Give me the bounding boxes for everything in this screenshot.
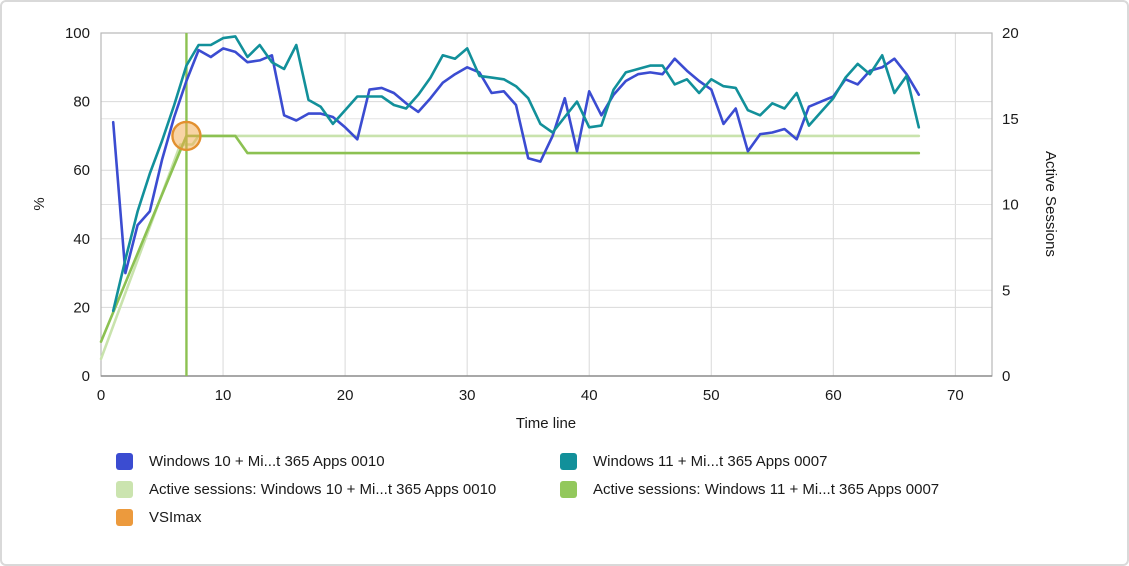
y-left-tick-label: 0	[82, 368, 90, 385]
legend-item[interactable]: Active sessions: Windows 11 + Mi...t 365…	[560, 481, 939, 498]
series-line-2	[99, 134, 921, 361]
y-right-tick-label: 15	[1002, 111, 1019, 128]
y-right-axis-title: Active Sessions	[1042, 151, 1059, 257]
plot-frame	[100, 32, 993, 377]
legend-item[interactable]: Windows 10 + Mi...t 365 Apps 0010	[116, 453, 496, 470]
series-line-1	[111, 35, 921, 313]
legend-item[interactable]: Active sessions: Windows 10 + Mi...t 365…	[116, 481, 496, 498]
y-left-tick-label: 100	[65, 25, 90, 42]
grid-layer	[101, 33, 992, 376]
x-tick-label: 50	[703, 387, 720, 404]
legend-label: Active sessions: Windows 11 + Mi...t 365…	[593, 481, 940, 498]
y-left-axis-title: %	[31, 197, 48, 210]
legend-column-right: Windows 11 + Mi...t 365 Apps 0007 Active …	[560, 453, 939, 498]
legend-swatch-icon	[116, 453, 133, 470]
y-left-tick-label: 20	[73, 299, 90, 316]
series-line-3	[99, 134, 921, 344]
legend-item[interactable]: VSImax	[116, 509, 496, 526]
chart-canvas: 0 10 20 30 40 50 60 70 0 20 40 60 80 100 0 5 10 15 20 % Ac…	[31, 25, 1059, 432]
x-axis-title: Time line	[516, 415, 576, 432]
y-right-tick-label: 5	[1002, 282, 1010, 299]
x-tick-label: 70	[947, 387, 964, 404]
x-tick-label: 0	[97, 387, 105, 404]
legend-label: VSImax	[149, 509, 202, 526]
y-left-tick-label: 40	[73, 231, 90, 248]
y-right-tick-label: 20	[1002, 25, 1019, 42]
vsimax-marker	[171, 120, 202, 152]
legend-label: Windows 11 + Mi...t 365 Apps 0007	[593, 453, 828, 470]
x-tick-label: 40	[581, 387, 598, 404]
chart-legend: Windows 10 + Mi...t 365 Apps 0010 Active …	[2, 453, 1127, 553]
legend-label: Windows 10 + Mi...t 365 Apps 0010	[149, 453, 385, 470]
legend-label: Active sessions: Windows 10 + Mi...t 365…	[149, 481, 497, 498]
x-tick-label: 30	[459, 387, 476, 404]
legend-column-left: Windows 10 + Mi...t 365 Apps 0010 Active …	[116, 453, 496, 526]
legend-swatch-icon	[116, 509, 133, 526]
legend-swatch-icon	[560, 481, 577, 498]
x-tick-label: 20	[337, 387, 354, 404]
legend-swatch-icon	[560, 453, 577, 470]
y-left-tick-label: 80	[73, 94, 90, 111]
series-layer	[99, 33, 921, 376]
y-right-tick-label: 0	[1002, 368, 1010, 385]
y-right-tick-label: 10	[1002, 197, 1019, 214]
legend-swatch-icon	[116, 481, 133, 498]
x-tick-label: 60	[825, 387, 842, 404]
y-left-tick-label: 60	[73, 162, 90, 179]
x-tick-label: 10	[215, 387, 232, 404]
legend-item[interactable]: Windows 11 + Mi...t 365 Apps 0007	[560, 453, 939, 470]
series-line-0	[111, 47, 921, 275]
ticks-layer: 0 10 20 30 40 50 60 70 0 20 40 60 80 100 0 5 10 15 20	[65, 25, 1019, 404]
